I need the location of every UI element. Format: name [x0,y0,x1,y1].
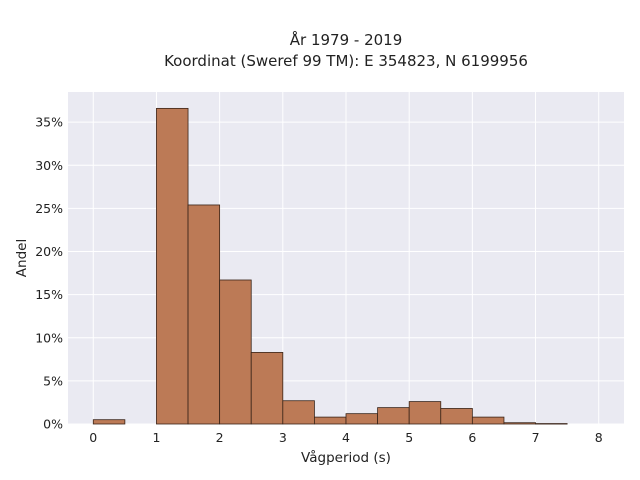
chart-title-line-1: År 1979 - 2019 [290,30,403,49]
histogram-bar-12 [471,416,505,425]
histogram-bar-7 [314,416,347,425]
x-axis-label: Vågperiod (s) [301,449,391,466]
histogram-bar-2 [156,107,189,425]
x-tick-label-3: 3 [279,430,287,445]
y-tick-label-6: 30% [35,158,63,173]
x-tick-label-5: 5 [405,430,413,445]
y-tick-label-2: 10% [35,330,63,345]
histogram-bar-5 [250,352,284,425]
histogram-bar-3 [187,204,221,425]
y-tick-label-5: 25% [35,201,63,216]
x-tick-label-4: 4 [342,430,350,445]
histogram-bar-0 [92,419,126,425]
histogram-bar-4 [219,279,252,425]
histogram-bar-6 [282,400,315,425]
y-tick-label-3: 15% [35,287,63,302]
y-axis-ticks: 0% 5% 10% 15% 20% 25% 30% 35% [35,115,63,432]
histogram-bar-14 [535,423,568,425]
y-tick-label-4: 20% [35,244,63,259]
histogram-bar-13 [503,422,536,425]
histogram-bar-8 [345,413,378,425]
y-tick-label-1: 5% [43,373,63,388]
y-axis-label: Andel [14,239,30,277]
x-tick-label-1: 1 [152,430,160,445]
histogram-bar-9 [377,407,410,425]
x-axis-ticks: 0 1 2 3 4 5 6 7 8 [89,430,602,445]
x-tick-label-6: 6 [468,430,476,445]
histogram-bar-10 [408,401,442,425]
y-tick-label-7: 35% [35,115,63,130]
histogram-bars [92,107,568,425]
x-tick-label-8: 8 [595,430,603,445]
chart-title-line-2: Koordinat (Sweref 99 TM): E 354823, N 61… [164,52,528,70]
x-tick-label-7: 7 [532,430,540,445]
histogram-bar-11 [440,408,473,425]
x-tick-label-0: 0 [89,430,97,445]
x-tick-label-2: 2 [216,430,224,445]
y-tick-label-0: 0% [43,417,63,432]
